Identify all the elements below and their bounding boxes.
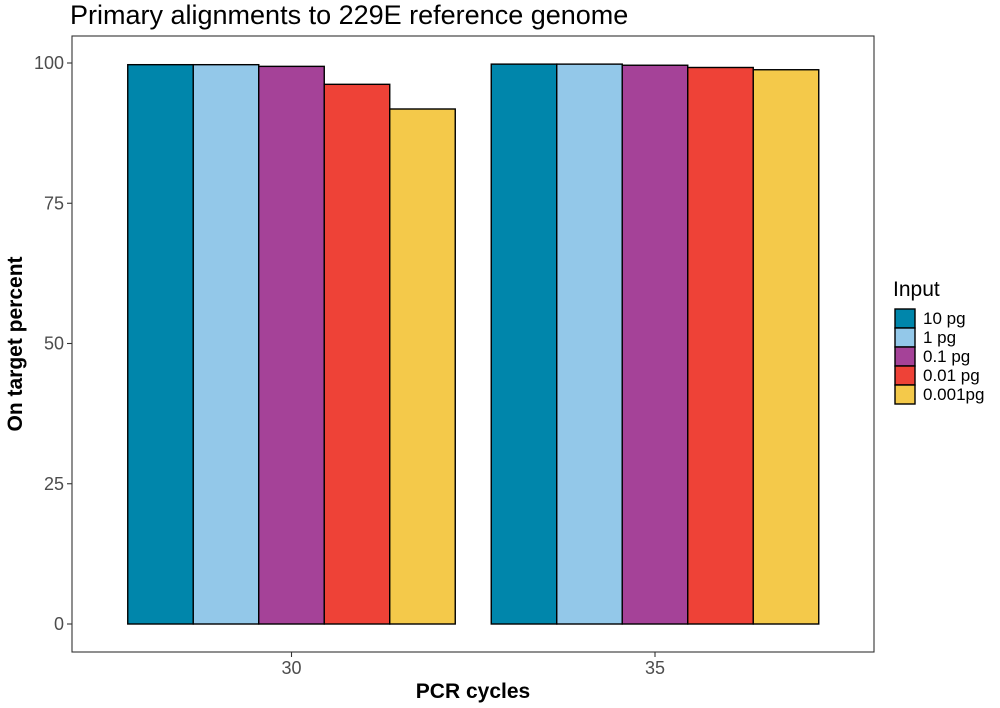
legend-key-0-1-pg — [894, 346, 916, 367]
x-tick-label: 35 — [645, 658, 665, 678]
legend-label: 0.01 pg — [923, 366, 980, 385]
legend: Input 10 pg1 pg0.1 pg0.01 pg0.001pg — [893, 278, 984, 405]
legend-label: 1 pg — [923, 328, 956, 347]
legend-label: 10 pg — [923, 309, 966, 328]
bar-0-01-pg-cycles-35 — [687, 66, 754, 625]
y-tick-label: 75 — [44, 193, 64, 213]
legend-key-0-01-pg — [894, 365, 916, 386]
legend-key-10-pg — [894, 308, 916, 329]
chart-title: Primary alignments to 229E reference gen… — [70, 0, 628, 30]
y-tick-label: 0 — [54, 614, 64, 634]
legend-key-0-001pg — [894, 384, 916, 405]
legend-label: 0.001pg — [923, 385, 984, 404]
bar-0-1-pg-cycles-30 — [258, 65, 325, 625]
y-tick-label: 50 — [44, 334, 64, 354]
y-tick-label: 100 — [34, 53, 64, 73]
x-tick-label: 30 — [281, 658, 301, 678]
bar-0-001pg-cycles-35 — [752, 69, 820, 625]
x-axis-title: PCR cycles — [416, 680, 530, 703]
y-tick-label: 25 — [44, 474, 64, 494]
y-axis-title: On target percent — [4, 256, 27, 431]
legend-title: Input — [893, 278, 940, 301]
legend-label: 0.1 pg — [923, 347, 970, 366]
legend-key-1-pg — [894, 327, 916, 348]
y-axis: 0 25 50 75 100 — [34, 53, 72, 634]
bar-10-pg-cycles-35 — [490, 63, 558, 625]
plot-panel-border — [71, 35, 875, 653]
bar-1-pg-cycles-35 — [556, 63, 623, 625]
bar-0-1-pg-cycles-35 — [621, 64, 689, 625]
bar-10-pg-cycles-30 — [127, 63, 194, 625]
bar-1-pg-cycles-30 — [192, 63, 260, 625]
bar-0-01-pg-cycles-30 — [323, 83, 391, 625]
bar-group — [127, 63, 820, 625]
x-axis: 30 35 — [281, 652, 665, 678]
bar-0-001pg-cycles-30 — [389, 108, 456, 625]
